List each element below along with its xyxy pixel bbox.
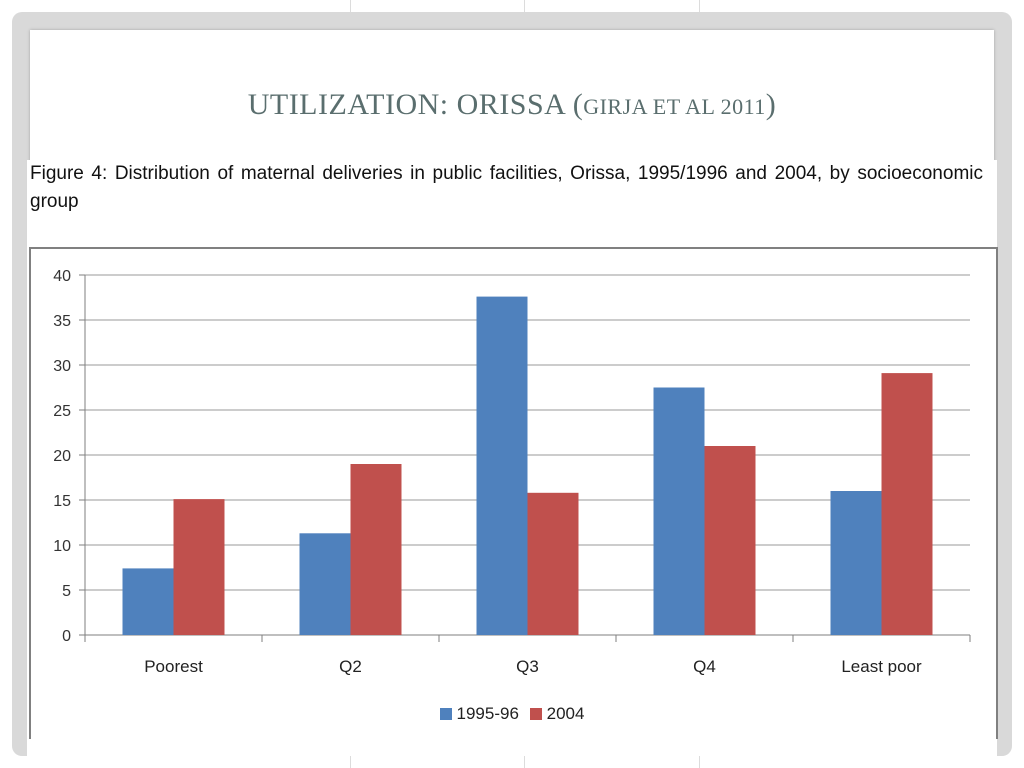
bar-1-least-poor bbox=[830, 491, 882, 635]
x-tick-label-q3: Q3 bbox=[516, 657, 539, 676]
figure-caption: Figure 4: Distribution of maternal deliv… bbox=[30, 163, 983, 212]
legend-label-series-1: 1995-96 bbox=[456, 704, 519, 723]
bar-1-poorest bbox=[122, 568, 174, 635]
slide-title-main: UTILIZATION: ORISSA ( bbox=[247, 88, 584, 121]
bar-1-q2 bbox=[299, 533, 351, 635]
chart-legend: 1995-96 2004 bbox=[0, 704, 1024, 725]
x-tick-label-q2: Q2 bbox=[339, 657, 362, 676]
bar-2-q4 bbox=[704, 446, 756, 635]
x-tick-label-least-poor: Least poor bbox=[841, 657, 922, 676]
bar-2-least-poor bbox=[881, 373, 933, 635]
legend-item-series-1: 1995-96 bbox=[439, 704, 519, 724]
y-tick-label-3: 15 bbox=[53, 493, 71, 510]
legend-label-series-2: 2004 bbox=[546, 704, 585, 723]
legend-swatch-series-1 bbox=[439, 708, 452, 720]
y-tick-label-2: 10 bbox=[53, 538, 71, 555]
background-top bbox=[0, 0, 1024, 12]
y-tick-label-6: 30 bbox=[53, 358, 71, 375]
bar-2-q3 bbox=[527, 492, 579, 635]
slide-title-citation: GIRJA ET AL 2011 bbox=[583, 94, 766, 119]
bar-1-q4 bbox=[653, 387, 705, 635]
legend-item-series-2: 2004 bbox=[529, 704, 585, 724]
bar-2-poorest bbox=[173, 499, 225, 635]
x-tick-label-q4: Q4 bbox=[693, 657, 716, 676]
y-tick-label-7: 35 bbox=[53, 313, 71, 330]
y-tick-label-4: 20 bbox=[53, 448, 71, 465]
bar-1-q3 bbox=[476, 296, 528, 635]
y-tick-label-5: 25 bbox=[53, 403, 71, 420]
background-bottom bbox=[0, 756, 1024, 768]
slide-title-end: ) bbox=[765, 88, 777, 121]
slide-title: UTILIZATION: ORISSA (GIRJA ET AL 2011) bbox=[0, 88, 1024, 122]
y-tick-label-1: 5 bbox=[62, 583, 71, 600]
bar-2-q2 bbox=[350, 464, 402, 635]
y-tick-label-0: 0 bbox=[62, 628, 71, 645]
x-tick-label-poorest: Poorest bbox=[144, 657, 203, 676]
legend-swatch-series-2 bbox=[529, 708, 542, 720]
y-tick-label-8: 40 bbox=[53, 268, 71, 285]
